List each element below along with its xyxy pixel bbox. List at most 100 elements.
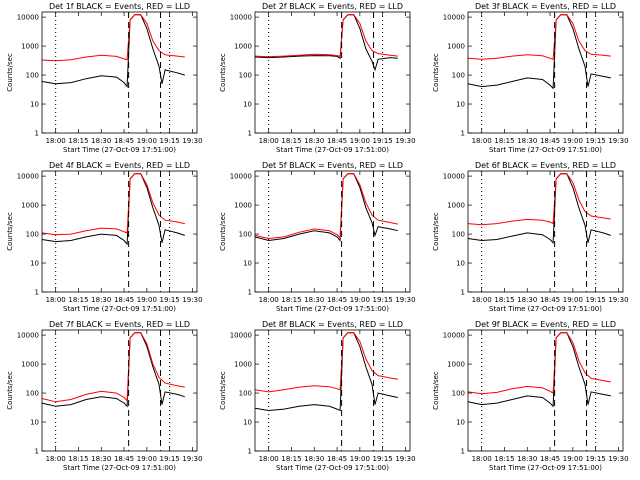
x-tick-label: 19:00 (563, 296, 583, 304)
y-tick-label: 100 (26, 390, 39, 398)
y-tick-label: 100 (26, 72, 39, 80)
y-tick-label: 10000 (230, 173, 252, 181)
plot-frame (41, 11, 198, 134)
x-tick-label: 19:15 (373, 137, 393, 145)
lld-line (467, 332, 611, 395)
y-tick-label: 1000 (234, 361, 252, 369)
y-tick-label: 1 (461, 289, 465, 297)
x-tick-label: 19:15 (586, 296, 606, 304)
y-tick-label: 10 (243, 260, 252, 268)
panel-title: Det 2f BLACK = Events, RED = LLD (262, 2, 403, 11)
y-axis-label: Counts/sec (6, 53, 14, 92)
y-tick-label: 100 (239, 390, 252, 398)
x-tick-label: 19:00 (350, 137, 370, 145)
y-axis-label: Counts/sec (6, 371, 14, 410)
y-axis-label: Counts/sec (6, 212, 14, 251)
y-tick-label: 10 (456, 260, 465, 268)
y-tick-label: 10000 (443, 14, 465, 22)
y-tick-label: 100 (239, 231, 252, 239)
x-tick-label: 19:15 (160, 455, 180, 463)
lld-line (254, 332, 398, 393)
y-tick-label: 100 (26, 231, 39, 239)
y-tick-label: 10000 (17, 332, 39, 340)
x-tick-label: 19:00 (350, 455, 370, 463)
x-tick-label: 18:30 (91, 137, 111, 145)
x-axis-label: Start Time (27-Oct-09 17:51:00) (489, 146, 602, 154)
events-line (467, 14, 611, 90)
y-tick-label: 100 (452, 72, 465, 80)
lld-line (41, 14, 185, 62)
x-tick-label: 18:30 (304, 137, 324, 145)
y-axis-label: Counts/sec (432, 53, 440, 92)
y-tick-label: 10 (30, 101, 39, 109)
x-tick-label: 18:30 (517, 296, 537, 304)
x-tick-label: 18:45 (327, 137, 347, 145)
x-tick-label: 19:15 (373, 455, 393, 463)
x-tick-label: 18:00 (259, 137, 279, 145)
x-tick-label: 18:15 (281, 455, 301, 463)
x-tick-label: 18:45 (540, 137, 560, 145)
panel-title: Det 8f BLACK = Events, RED = LLD (262, 320, 403, 329)
y-tick-label: 1 (461, 130, 465, 138)
x-tick-label: 18:30 (517, 137, 537, 145)
x-tick-label: 18:00 (472, 137, 492, 145)
y-tick-label: 10000 (230, 14, 252, 22)
x-tick-label: 18:45 (327, 455, 347, 463)
x-tick-label: 18:45 (114, 137, 134, 145)
x-tick-label: 18:30 (304, 455, 324, 463)
x-tick-label: 19:00 (563, 455, 583, 463)
x-tick-label: 18:15 (281, 137, 301, 145)
y-tick-label: 1000 (447, 202, 465, 210)
y-tick-label: 1000 (21, 43, 39, 51)
y-tick-label: 1000 (21, 361, 39, 369)
y-tick-label: 1 (248, 448, 252, 456)
x-axis-label: Start Time (27-Oct-09 17:51:00) (63, 146, 176, 154)
panel-title: Det 5f BLACK = Events, RED = LLD (262, 161, 403, 170)
x-tick-label: 18:00 (46, 137, 66, 145)
y-tick-label: 100 (239, 72, 252, 80)
x-axis-label: Start Time (27-Oct-09 17:51:00) (489, 464, 602, 472)
plot-frame (467, 329, 624, 452)
x-tick-label: 18:30 (91, 296, 111, 304)
x-tick-label: 19:30 (182, 137, 202, 145)
panel-title: Det 1f BLACK = Events, RED = LLD (49, 2, 190, 11)
y-tick-label: 1000 (447, 361, 465, 369)
events-line (467, 173, 611, 245)
y-tick-label: 10000 (17, 14, 39, 22)
x-tick-label: 18:00 (259, 455, 279, 463)
y-tick-label: 1 (248, 289, 252, 297)
x-tick-label: 19:30 (608, 137, 628, 145)
x-tick-label: 19:00 (563, 137, 583, 145)
events-line (41, 173, 185, 246)
y-tick-label: 1 (461, 448, 465, 456)
x-tick-label: 18:30 (304, 296, 324, 304)
x-tick-label: 18:15 (494, 137, 514, 145)
x-tick-label: 19:00 (137, 455, 157, 463)
x-tick-label: 18:45 (540, 455, 560, 463)
x-tick-label: 18:15 (68, 296, 88, 304)
y-tick-label: 10 (243, 419, 252, 427)
plot-frame (41, 170, 198, 293)
x-tick-label: 18:45 (540, 296, 560, 304)
events-line (254, 14, 398, 72)
y-tick-label: 100 (452, 231, 465, 239)
y-tick-label: 10 (243, 101, 252, 109)
x-tick-label: 18:00 (46, 455, 66, 463)
x-tick-label: 19:30 (182, 296, 202, 304)
x-tick-label: 19:30 (395, 455, 415, 463)
x-tick-label: 19:30 (182, 455, 202, 463)
plot-frame (467, 170, 624, 293)
x-tick-label: 18:45 (114, 296, 134, 304)
y-tick-label: 10000 (443, 332, 465, 340)
x-tick-label: 19:30 (608, 455, 628, 463)
x-axis-label: Start Time (27-Oct-09 17:51:00) (489, 305, 602, 313)
x-tick-label: 18:15 (68, 137, 88, 145)
x-tick-label: 18:00 (472, 455, 492, 463)
